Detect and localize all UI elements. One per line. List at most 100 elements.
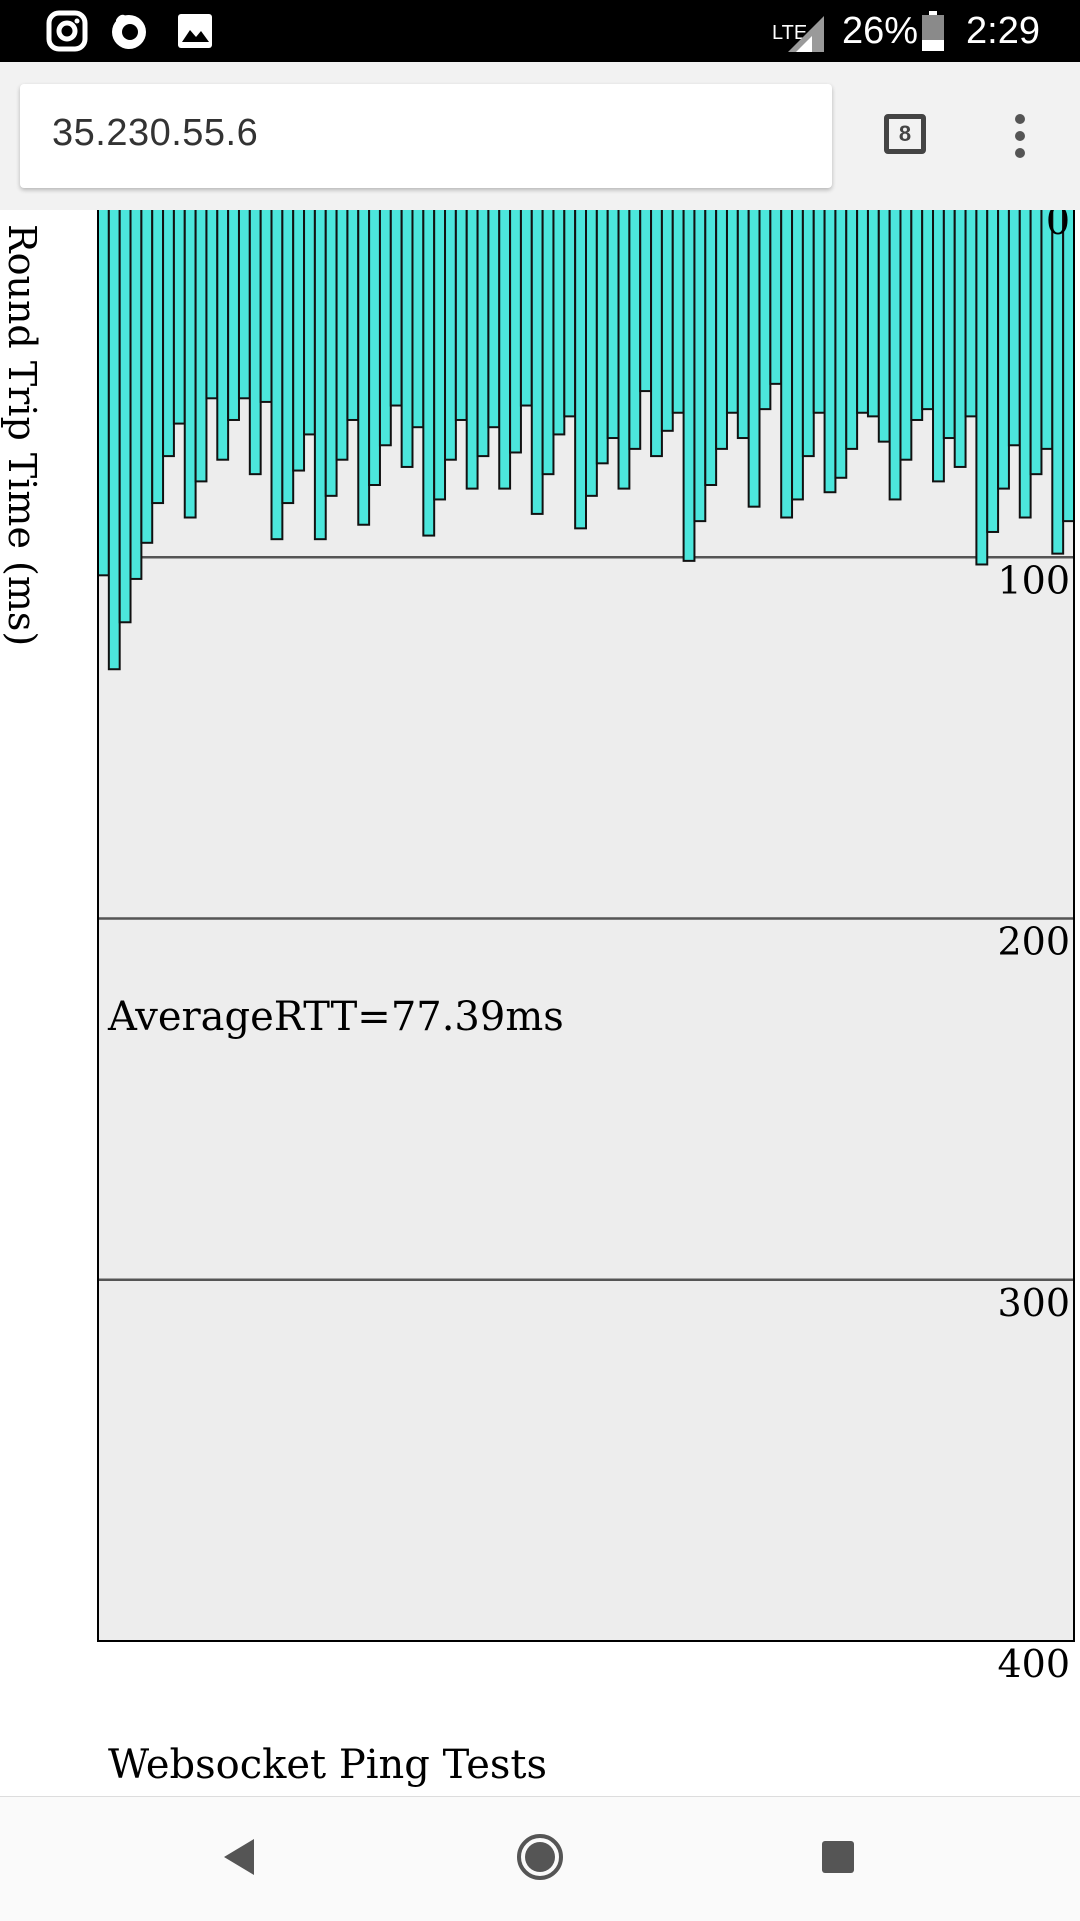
bar (747, 210, 761, 508)
bar (1018, 210, 1032, 519)
bar (986, 210, 1000, 533)
bar (921, 210, 935, 411)
y-axis-label: Round Trip Time (ms) (0, 224, 44, 647)
bar (780, 210, 794, 519)
bar (725, 210, 739, 414)
browser-toolbar: 35.230.55.6 8 (0, 62, 1080, 210)
bar (162, 210, 175, 458)
address-bar[interactable]: 35.230.55.6 (20, 84, 832, 188)
bar (519, 210, 533, 407)
section-title: Websocket Ping Tests (108, 1742, 548, 1788)
bar (866, 210, 880, 418)
bar (639, 210, 653, 393)
bar (151, 210, 165, 505)
bar (834, 210, 848, 479)
bar (671, 210, 685, 414)
bar (194, 210, 208, 483)
bar (595, 210, 609, 465)
bar (454, 210, 468, 421)
bar (910, 210, 924, 421)
bar (205, 210, 219, 400)
bar (465, 210, 479, 490)
bar (530, 210, 544, 515)
bar (1051, 210, 1065, 555)
bar (574, 210, 588, 530)
y-tick-label: 100 (997, 558, 1070, 602)
bar (216, 210, 230, 461)
y-tick-label: 400 (997, 1642, 1070, 1686)
bar (248, 210, 262, 476)
bar (899, 210, 913, 461)
bar (541, 210, 555, 476)
bar (606, 210, 620, 440)
bar (237, 210, 251, 400)
bar (736, 210, 750, 440)
firefox-icon (112, 14, 146, 49)
bar (942, 210, 956, 440)
battery-percent: 26% (842, 10, 919, 52)
bar (888, 210, 902, 501)
recents-square-icon[interactable] (822, 1841, 854, 1873)
bar (346, 210, 360, 421)
y-tick-label: 300 (997, 1281, 1070, 1325)
bar (845, 210, 859, 450)
bar (487, 210, 501, 429)
average-rtt-label: AverageRTT=77.39ms (107, 994, 564, 1040)
bar (812, 210, 826, 414)
bar (1040, 210, 1054, 450)
bar (997, 210, 1010, 490)
bar (357, 210, 371, 526)
bar (693, 210, 707, 523)
plot-frame (97, 210, 1075, 1642)
bar (444, 210, 457, 461)
bar (422, 210, 436, 537)
bar (476, 210, 490, 458)
bar (281, 210, 295, 505)
tab-switcher-button[interactable]: 8 (884, 114, 926, 154)
clock: 2:29 (966, 10, 1040, 52)
y-tick-label: 200 (997, 920, 1070, 964)
bar (1029, 210, 1043, 476)
more-vert-icon[interactable] (1000, 110, 1040, 166)
bar (259, 210, 273, 403)
home-circle-icon[interactable] (516, 1833, 564, 1881)
bar (227, 210, 240, 421)
bar (801, 210, 815, 458)
bar (660, 210, 674, 432)
rtt-bar-chart: 0 100 200 300 400 AverageRTT=77.39ms (97, 210, 1075, 1686)
bar (585, 210, 598, 497)
url-text[interactable]: 35.230.55.6 (52, 112, 259, 154)
bar (107, 210, 121, 671)
bar (324, 210, 338, 497)
back-triangle-icon[interactable] (220, 1837, 256, 1877)
bar (877, 210, 891, 443)
bar (823, 210, 837, 494)
bar (509, 210, 522, 454)
bar (335, 210, 349, 461)
bar (650, 210, 663, 458)
bar (378, 210, 392, 447)
status-bar: LTE 26% 2:29 (0, 0, 1080, 62)
battery-icon (922, 11, 944, 51)
bar (172, 210, 186, 425)
bar (856, 210, 869, 414)
bar (704, 210, 718, 486)
bar (953, 210, 967, 468)
bar (1007, 210, 1021, 447)
bar (563, 210, 577, 418)
bar (1062, 210, 1075, 523)
signal-icon (788, 16, 824, 52)
bar (758, 210, 772, 411)
bar (411, 210, 425, 429)
bar (270, 210, 284, 541)
bar (769, 210, 783, 385)
image-icon (178, 14, 212, 48)
bar (715, 210, 728, 450)
bar (313, 210, 327, 541)
bar (617, 210, 631, 490)
bar (97, 210, 110, 577)
bar (140, 210, 154, 544)
network-type: LTE (772, 22, 808, 44)
bar (368, 210, 381, 486)
y-tick-label: 0 (1046, 210, 1070, 243)
